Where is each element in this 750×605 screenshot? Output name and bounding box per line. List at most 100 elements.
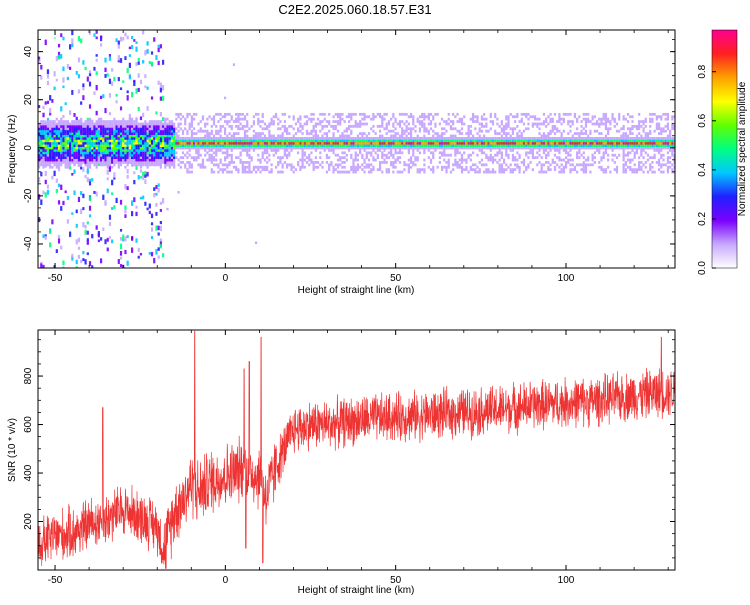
spectrogram-cell	[381, 156, 384, 160]
spectrogram-cell	[646, 146, 650, 150]
spectrogram-cell	[363, 136, 366, 140]
spectrogram-cell	[458, 139, 461, 143]
spectrogram-cell	[252, 120, 255, 123]
spectrogram-cell	[166, 156, 169, 160]
spectrogram-cell	[383, 158, 386, 162]
spectrogram-cell	[644, 151, 647, 155]
spectrogram-cell	[312, 117, 315, 121]
spectrogram-cell	[558, 112, 561, 116]
spectrogram-cell	[651, 161, 654, 164]
spectrogram-cell	[297, 141, 300, 145]
spectrogram-cell	[128, 127, 131, 131]
spectrogram-cell	[569, 158, 572, 162]
spectrogram-cell	[500, 139, 503, 143]
spectrogram-cell	[618, 139, 621, 143]
spectrogram-cell	[633, 144, 636, 147]
spectrogram-cell	[640, 168, 643, 172]
spectrogram-cell	[219, 139, 222, 143]
spectrogram-cell	[405, 144, 408, 147]
spectrogram-cell	[270, 117, 273, 121]
spectrogram-cell	[217, 146, 220, 150]
spectrogram-cell	[474, 163, 477, 167]
spectrogram-cell	[263, 144, 267, 147]
spectrogram-cell	[106, 165, 109, 169]
spectrogram-cell	[86, 132, 89, 135]
spectrogram-cell	[157, 122, 160, 126]
spectrogram-cell	[128, 129, 131, 133]
spectrogram-cell	[312, 136, 315, 140]
spectrogram-cell	[308, 141, 311, 145]
spectrogram-cell	[582, 127, 585, 131]
spectrogram-cell	[73, 139, 76, 143]
spectrogram-cell	[106, 153, 109, 157]
spectrogram-cell	[126, 90, 129, 94]
spectrogram-cell	[538, 149, 541, 152]
spectrogram-cell	[662, 129, 665, 133]
spectrogram-cell	[146, 139, 149, 143]
spectrogram-cell	[425, 144, 428, 147]
spectrogram-cell	[540, 170, 543, 174]
spectrogram-cell	[199, 127, 202, 131]
spectrogram-cell	[77, 151, 81, 155]
spectrogram-cell	[549, 129, 552, 133]
spectrogram-cell	[46, 100, 50, 104]
spectrogram-cell	[500, 122, 503, 126]
spectrogram-cell	[53, 38, 56, 42]
spectrogram-cell	[540, 146, 543, 150]
spectrogram-cell	[153, 163, 156, 167]
spectrogram-cell	[62, 77, 65, 83]
spectrogram-cell	[137, 158, 140, 162]
spectrogram-cell	[644, 120, 647, 123]
spectrogram-cell	[119, 141, 123, 145]
spectrogram-cell	[361, 163, 364, 167]
spectrogram-cell	[111, 68, 114, 72]
spectrogram-cell	[128, 141, 131, 145]
spectrogram-cell	[478, 122, 481, 126]
spectrogram-cell	[314, 132, 317, 135]
spectrogram-cell	[173, 153, 176, 157]
spectrogram-cell	[505, 168, 508, 172]
spectrogram-cell	[248, 161, 251, 164]
spectrogram-cell	[604, 134, 608, 138]
spectrogram-cell	[270, 139, 273, 143]
spectrogram-cell	[525, 127, 528, 131]
spectrogram-cell	[370, 139, 373, 143]
spectrogram-cell	[660, 117, 663, 121]
spectrogram-cell	[86, 240, 89, 245]
spectrogram-cell	[53, 163, 56, 167]
spectrogram-cell	[135, 62, 138, 67]
spectrogram-cell	[429, 158, 433, 162]
spectrogram-cell	[662, 170, 665, 174]
spectrogram-cell	[392, 153, 395, 157]
spectrogram-cell	[117, 77, 120, 82]
spectrogram-cell	[398, 170, 402, 174]
spectrogram-cell	[558, 165, 561, 169]
spectrogram-cell	[82, 158, 85, 162]
spectrogram-cell	[642, 139, 645, 143]
spectrogram-cell	[281, 136, 284, 140]
spectrogram-cell	[638, 161, 641, 164]
spectrogram-cell	[128, 117, 131, 121]
spectrogram-cell	[427, 165, 430, 169]
spectrogram-cell	[522, 136, 526, 140]
spectrogram-cell	[279, 134, 282, 138]
spectrogram-cell	[148, 151, 151, 155]
spectrogram-cell	[432, 115, 435, 119]
spectrogram-cell	[195, 151, 198, 155]
spectrogram-cell	[456, 141, 459, 145]
spectrogram-cell	[332, 168, 335, 172]
spectrogram-cell	[416, 139, 419, 143]
spectrogram-cell	[381, 134, 384, 138]
spectrogram-cell	[266, 127, 269, 131]
spectrogram-cell	[226, 136, 229, 140]
spectrogram-cell	[465, 136, 468, 140]
spectrogram-cell	[558, 158, 561, 162]
spectrogram-cell	[469, 129, 472, 133]
spectrogram-cell	[638, 122, 641, 126]
spectrogram-cell	[128, 146, 131, 150]
spectrogram-cell	[339, 115, 342, 119]
spectrogram-cell	[626, 151, 630, 155]
spectrogram-cell	[135, 120, 138, 123]
spectrogram-cell	[46, 117, 50, 122]
spectrogram-cell	[480, 146, 484, 150]
